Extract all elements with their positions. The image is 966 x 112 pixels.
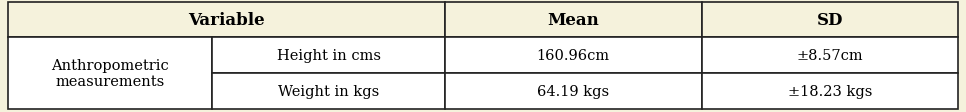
Bar	[701, 73, 958, 109]
Text: Weight in kgs: Weight in kgs	[278, 84, 380, 98]
Bar	[213, 38, 445, 73]
Text: 64.19 kgs: 64.19 kgs	[537, 84, 610, 98]
Bar	[8, 38, 213, 109]
Text: Height in cms: Height in cms	[276, 49, 381, 63]
Text: Variable: Variable	[188, 12, 265, 29]
Text: Mean: Mean	[548, 12, 599, 29]
Bar	[701, 38, 958, 73]
Bar	[445, 73, 701, 109]
Bar	[8, 3, 445, 38]
Text: ±18.23 kgs: ±18.23 kgs	[787, 84, 872, 98]
Bar	[701, 3, 958, 38]
Text: 160.96cm: 160.96cm	[537, 49, 610, 63]
Bar	[445, 38, 701, 73]
Bar	[445, 3, 701, 38]
Text: Anthropometric
measurements: Anthropometric measurements	[51, 58, 169, 88]
Text: ±8.57cm: ±8.57cm	[797, 49, 864, 63]
Text: SD: SD	[816, 12, 843, 29]
Bar	[213, 73, 445, 109]
